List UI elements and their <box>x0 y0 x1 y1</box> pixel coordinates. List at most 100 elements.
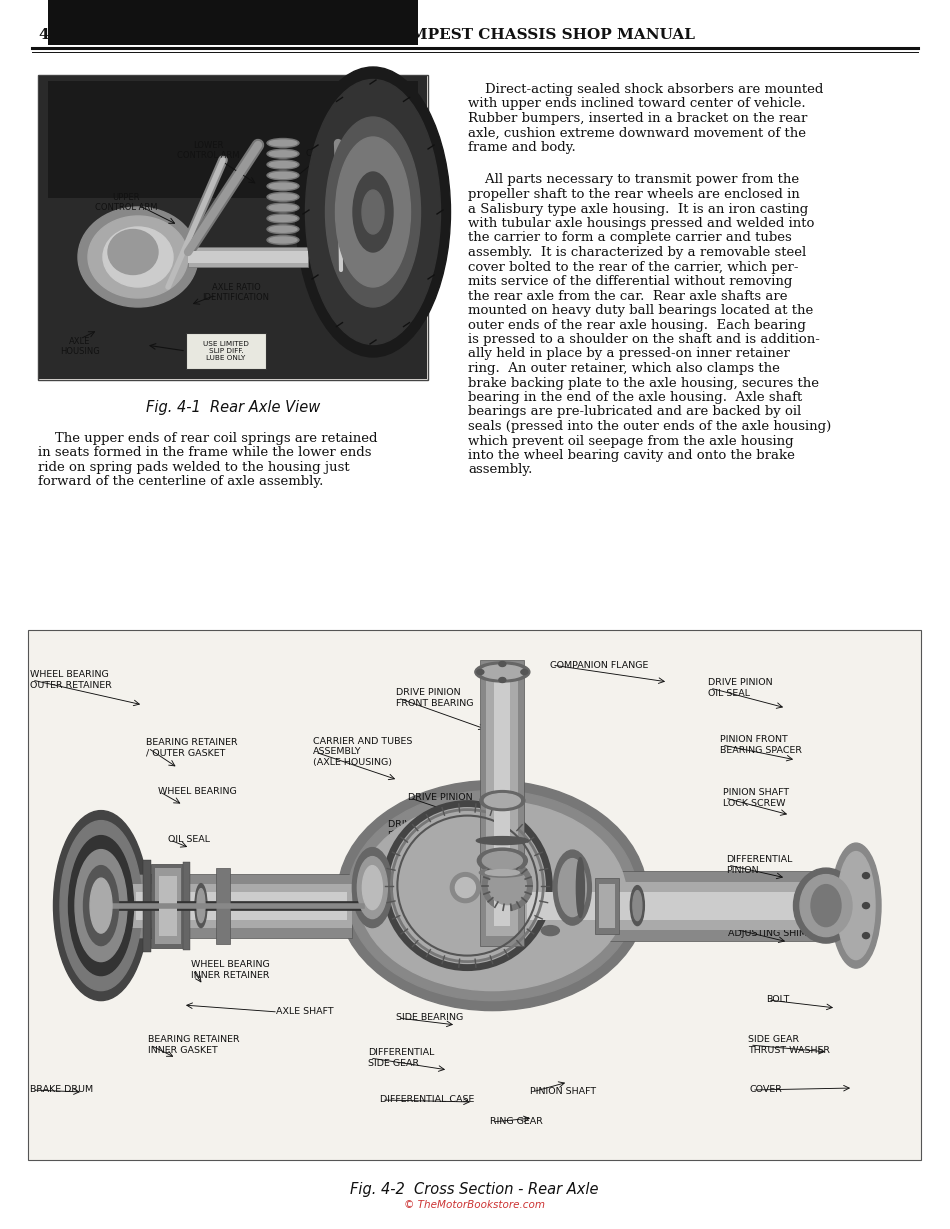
Ellipse shape <box>269 237 297 243</box>
Ellipse shape <box>78 206 198 307</box>
Ellipse shape <box>481 665 524 678</box>
Text: Fig. 4-1  Rear Axle View: Fig. 4-1 Rear Axle View <box>146 399 320 415</box>
Ellipse shape <box>103 227 173 288</box>
Ellipse shape <box>521 670 528 675</box>
Text: into the wheel bearing cavity and onto the brake: into the wheel bearing cavity and onto t… <box>468 449 795 462</box>
Text: COVER: COVER <box>750 1085 783 1095</box>
Text: in seats formed in the frame while the lower ends: in seats formed in the frame while the l… <box>38 446 371 460</box>
Ellipse shape <box>476 837 528 844</box>
Text: Direct-acting sealed shock absorbers are mounted: Direct-acting sealed shock absorbers are… <box>468 84 824 96</box>
Bar <box>188 251 308 263</box>
Text: PINION BEARING
ADJUSTING SHIM: PINION BEARING ADJUSTING SHIM <box>400 863 479 881</box>
Ellipse shape <box>357 857 388 918</box>
Text: AXLE RATIO
IDENTIFICATION: AXLE RATIO IDENTIFICATION <box>202 283 270 302</box>
Ellipse shape <box>267 171 299 179</box>
Ellipse shape <box>863 902 869 908</box>
Ellipse shape <box>362 865 382 909</box>
Bar <box>188 247 308 267</box>
Text: SIDE BEARING
ADJUSTING SHIM: SIDE BEARING ADJUSTING SHIM <box>728 918 808 938</box>
Text: axle, cushion extreme downward movement of the: axle, cushion extreme downward movement … <box>468 127 806 140</box>
Ellipse shape <box>831 843 881 968</box>
Ellipse shape <box>195 884 207 928</box>
Text: 4-2: 4-2 <box>38 28 66 42</box>
Text: mounted on heavy duty ball bearings located at the: mounted on heavy duty ball bearings loca… <box>468 304 813 317</box>
Ellipse shape <box>53 811 148 1000</box>
Ellipse shape <box>269 140 297 146</box>
Bar <box>151 864 186 948</box>
Ellipse shape <box>267 182 299 190</box>
Text: UPPER
CONTROL ARM: UPPER CONTROL ARM <box>95 193 158 213</box>
Text: The upper ends of rear coil springs are retained: The upper ends of rear coil springs are … <box>38 433 377 445</box>
Text: bearings are pre-lubricated and are backed by oil: bearings are pre-lubricated and are back… <box>468 406 801 419</box>
Ellipse shape <box>197 889 205 923</box>
Text: ring.  An outer retainer, which also clamps the: ring. An outer retainer, which also clam… <box>468 363 780 375</box>
Bar <box>28 630 921 1160</box>
Text: BEARING RETAINER
/ OUTER GASKET: BEARING RETAINER / OUTER GASKET <box>146 739 238 758</box>
Text: ride on spring pads welded to the housing just: ride on spring pads welded to the housin… <box>38 461 350 474</box>
Bar <box>486 670 519 935</box>
Ellipse shape <box>267 225 299 234</box>
Text: PINION SHAFT
LOCK SCREW: PINION SHAFT LOCK SCREW <box>723 788 789 807</box>
Ellipse shape <box>559 859 586 917</box>
Text: BRAKE DRUM: BRAKE DRUM <box>30 1085 93 1095</box>
Ellipse shape <box>84 865 119 945</box>
Ellipse shape <box>267 149 299 159</box>
Ellipse shape <box>480 790 524 811</box>
Ellipse shape <box>450 873 481 902</box>
Ellipse shape <box>269 183 297 189</box>
Text: cover bolted to the rear of the carrier, which per-: cover bolted to the rear of the carrier,… <box>468 261 799 274</box>
Ellipse shape <box>306 80 441 344</box>
Text: forward of the centerline of axle assembly.: forward of the centerline of axle assemb… <box>38 476 323 488</box>
Ellipse shape <box>108 230 158 274</box>
Text: DRIVE PINION: DRIVE PINION <box>408 794 473 803</box>
Text: All parts necessary to transmit power from the: All parts necessary to transmit power fr… <box>468 173 799 187</box>
Text: assembly.: assembly. <box>468 463 532 477</box>
Text: propeller shaft to the rear wheels are enclosed in: propeller shaft to the rear wheels are e… <box>468 188 800 202</box>
Ellipse shape <box>499 677 505 682</box>
Text: assembly.  It is characterized by a removable steel: assembly. It is characterized by a remov… <box>468 246 807 259</box>
Text: which prevent oil seepage from the axle housing: which prevent oil seepage from the axle … <box>468 435 793 447</box>
Ellipse shape <box>267 160 299 170</box>
Text: SIDE GEAR
THRUST WASHER: SIDE GEAR THRUST WASHER <box>748 1035 830 1054</box>
Bar <box>48 0 418 45</box>
Ellipse shape <box>553 850 591 925</box>
Bar <box>183 862 190 950</box>
Ellipse shape <box>475 662 530 682</box>
Text: the carrier to form a complete carrier and tubes: the carrier to form a complete carrier a… <box>468 231 791 245</box>
Text: WHEEL BEARING: WHEEL BEARING <box>158 788 237 796</box>
Text: BOLT: BOLT <box>766 995 789 1004</box>
Text: OIL SEAL: OIL SEAL <box>168 836 210 844</box>
Bar <box>527 891 821 919</box>
Bar <box>48 81 418 198</box>
Ellipse shape <box>631 886 644 925</box>
Text: is pressed to a shoulder on the shaft and is addition-: is pressed to a shoulder on the shaft an… <box>468 333 820 347</box>
Ellipse shape <box>483 852 522 870</box>
Text: COIL SPRING: COIL SPRING <box>306 149 360 159</box>
Ellipse shape <box>90 878 112 933</box>
Ellipse shape <box>793 868 859 943</box>
Ellipse shape <box>75 849 127 961</box>
Ellipse shape <box>267 203 299 213</box>
Text: DIFFERENTIAL
SIDE GEAR: DIFFERENTIAL SIDE GEAR <box>368 1048 434 1068</box>
Text: PINION FRONT
BEARING SPACER: PINION FRONT BEARING SPACER <box>720 735 802 755</box>
Text: USE LIMITED
SLIP DIFF.
LUBE ONLY: USE LIMITED SLIP DIFF. LUBE ONLY <box>203 340 249 361</box>
Ellipse shape <box>499 661 505 666</box>
Ellipse shape <box>484 794 521 807</box>
Ellipse shape <box>542 925 560 935</box>
Text: PINION THRUST
WASHER: PINION THRUST WASHER <box>413 901 486 919</box>
Bar <box>522 870 826 940</box>
Ellipse shape <box>267 139 299 147</box>
Ellipse shape <box>269 161 297 167</box>
Ellipse shape <box>269 226 297 232</box>
Ellipse shape <box>483 860 532 911</box>
Ellipse shape <box>269 172 297 178</box>
Ellipse shape <box>485 870 520 875</box>
Bar <box>131 874 352 938</box>
Ellipse shape <box>811 885 841 927</box>
Bar <box>186 333 266 369</box>
Text: LOWER
CONTROL ARM: LOWER CONTROL ARM <box>177 140 239 160</box>
Text: outer ends of the rear axle housing.  Each bearing: outer ends of the rear axle housing. Eac… <box>468 318 806 332</box>
Text: WHEEL BEARING
INNER RETAINER: WHEEL BEARING INNER RETAINER <box>191 960 270 980</box>
Text: bearing in the end of the axle housing.  Axle shaft: bearing in the end of the axle housing. … <box>468 391 802 404</box>
Ellipse shape <box>577 858 584 918</box>
